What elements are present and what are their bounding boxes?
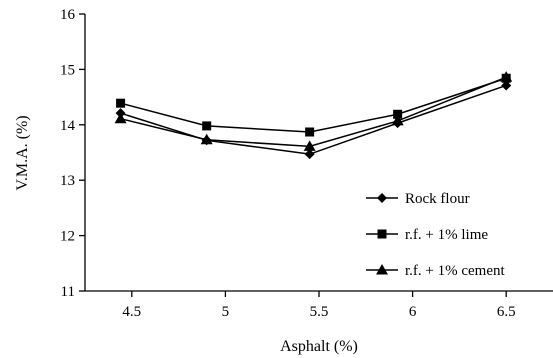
legend: Rock flour r.f. + 1% lime r.f. + 1% cement xyxy=(366,191,506,279)
data-point-square xyxy=(202,121,212,131)
data-point-triangle xyxy=(500,71,513,82)
data-point-triangle xyxy=(303,140,316,151)
legend-item-diamond: Rock flour xyxy=(366,191,470,207)
y-tick-label: 12 xyxy=(60,229,75,245)
data-point-diamond xyxy=(501,80,512,91)
x-tick-label: 4.5 xyxy=(122,304,141,320)
x-tick-label: 5 xyxy=(222,304,230,320)
y-tick-label: 16 xyxy=(60,7,76,23)
data-point-triangle xyxy=(114,112,127,124)
data-point-triangle xyxy=(391,114,404,126)
legend-label: r.f. + 1% lime xyxy=(405,227,488,243)
y-ticks: 11 12 13 14 15 16 xyxy=(60,7,85,300)
data-point-square xyxy=(393,109,403,119)
y-tick-label: 15 xyxy=(60,62,75,78)
x-axis-label: Asphalt (%) xyxy=(280,338,358,355)
x-tick-label: 6.5 xyxy=(497,304,516,320)
x-ticks: 4.5 5 5.5 6 6.5 xyxy=(122,291,516,320)
legend-item-triangle: r.f. + 1% cement xyxy=(366,263,506,279)
legend-marker-triangle xyxy=(376,264,388,275)
legend-label: Rock flour xyxy=(405,191,470,207)
y-tick-label: 14 xyxy=(60,118,76,134)
legend-label: r.f. + 1% cement xyxy=(405,263,506,279)
series-line-diamond xyxy=(120,84,507,155)
x-tick-label: 6 xyxy=(409,304,417,320)
data-point-square xyxy=(116,98,126,108)
legend-marker-square xyxy=(377,229,387,239)
y-tick-label: 13 xyxy=(60,173,75,189)
data-point-triangle xyxy=(200,133,213,145)
y-tick-label: 11 xyxy=(61,284,75,300)
legend-marker-diamond xyxy=(377,193,387,203)
series-triangle xyxy=(114,71,513,151)
series-layer xyxy=(114,71,513,160)
series-diamond xyxy=(115,80,512,160)
x-tick-label: 5.5 xyxy=(310,304,329,320)
data-point-diamond xyxy=(304,149,315,160)
data-point-square xyxy=(305,127,315,137)
y-axis-label: V.M.A. (%) xyxy=(14,115,31,190)
legend-item-square: r.f. + 1% lime xyxy=(366,227,488,243)
